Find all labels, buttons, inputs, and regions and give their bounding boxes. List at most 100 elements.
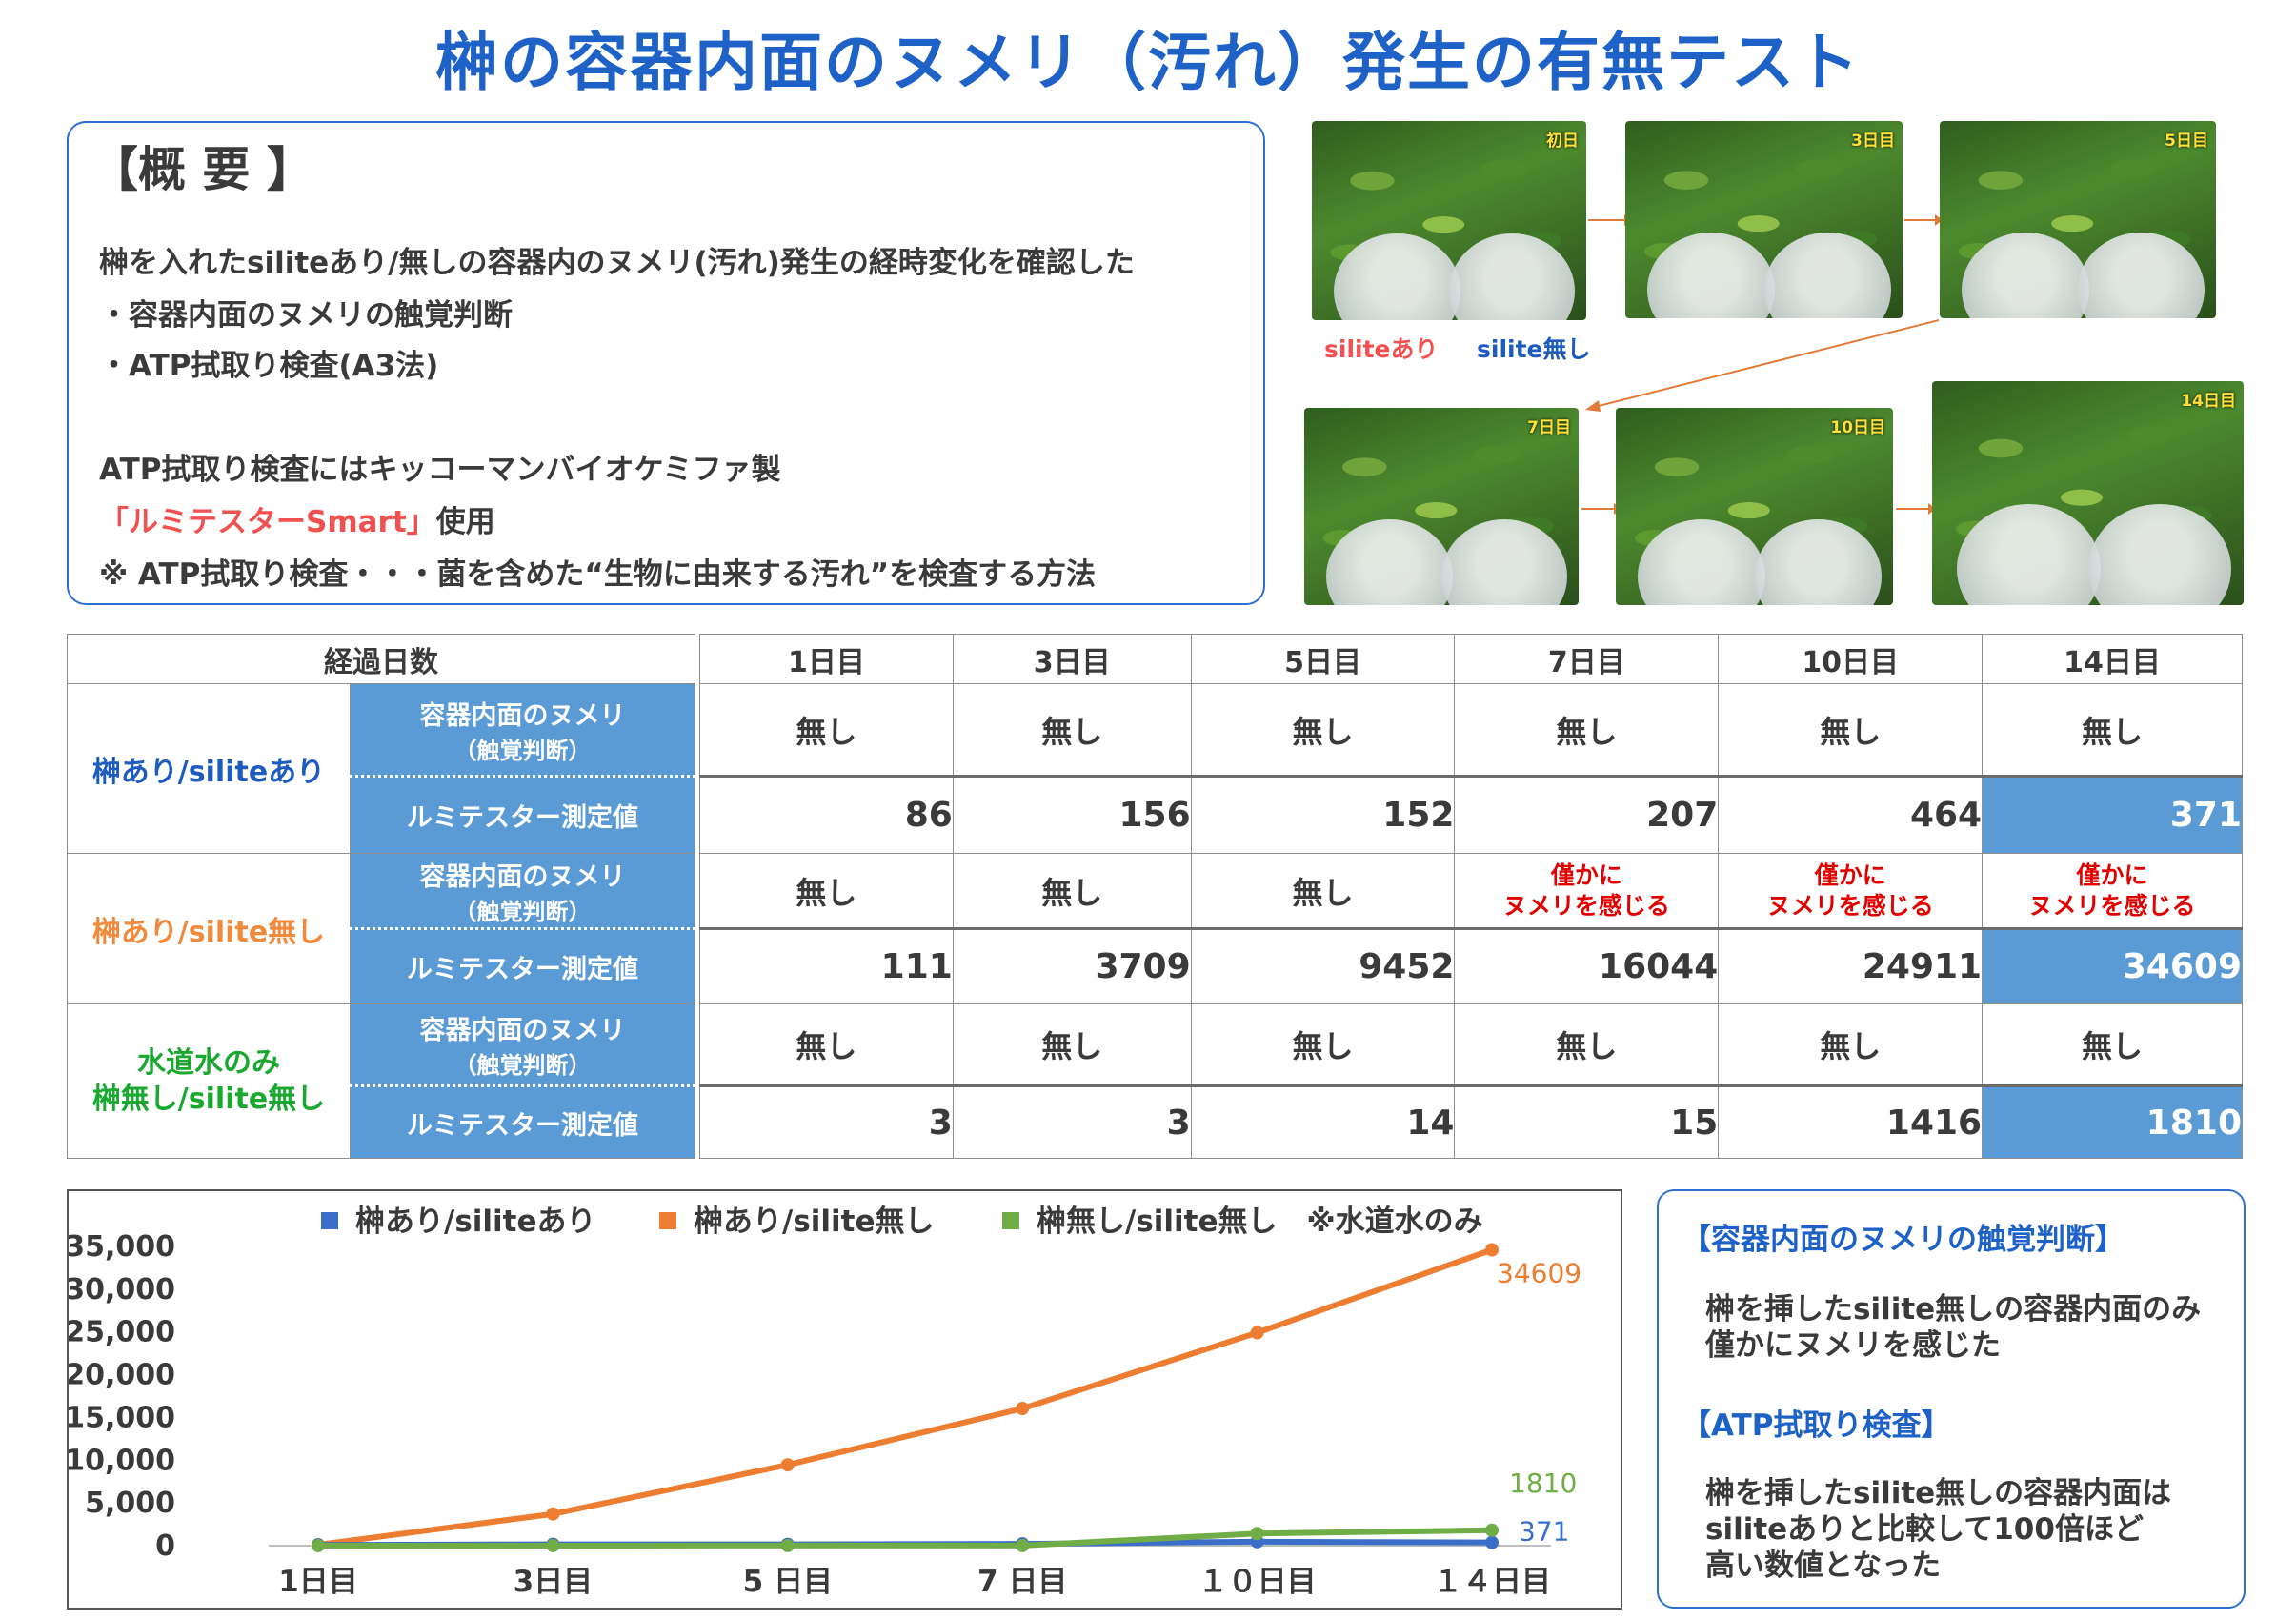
summary-bullet: ・ATP拭取り検査(A3法) xyxy=(99,349,439,383)
x-tick-label: １０日目 xyxy=(1198,1565,1317,1599)
legend-swatch xyxy=(1002,1212,1019,1229)
atp-value-cell: 3 xyxy=(699,1085,954,1159)
day-header: 7日目 xyxy=(1454,634,1720,684)
y-tick-label: 35,000 xyxy=(69,1230,175,1264)
tactile-cell: 無し xyxy=(1454,1003,1720,1086)
data-point xyxy=(1485,1523,1499,1537)
summary-line: 榊を入れたsiliteあり/無しの容器内のヌメリ(汚れ)発生の経時変化を確認した xyxy=(99,246,1135,280)
legend-silite-with: siliteあり xyxy=(1324,335,1439,363)
series-line xyxy=(318,1527,1493,1549)
tactile-cell: 無し xyxy=(1454,683,1720,777)
tactile-cell: 無し xyxy=(1982,683,2243,777)
chart-frame xyxy=(67,1189,1622,1610)
photo-day5: 5日目 xyxy=(1940,121,2216,318)
photo-label: 3日目 xyxy=(1851,132,1895,151)
legend-label: 榊あり/siliteあり xyxy=(355,1205,596,1239)
row-label-tactile: 容器内面のヌメリ （触覚判断） xyxy=(350,1003,695,1087)
legend-label: 榊あり/silite無し xyxy=(694,1205,935,1239)
data-point xyxy=(780,1538,795,1552)
row-label-atp: ルミテスター測定値 xyxy=(350,776,695,854)
row-label-tactile: 容器内面のヌメリ （触覚判断） xyxy=(350,683,695,778)
tactile-cell: 無し xyxy=(1718,683,1984,777)
photo-label: 10日目 xyxy=(1830,418,1885,437)
tactile-cell: 僅かに ヌメリを感じる xyxy=(1454,853,1720,929)
conclusion-text: 榊を挿したsilite無しの容器内面のみ 僅かにヌメリを感じた xyxy=(1705,1292,2202,1363)
day-header: 5日目 xyxy=(1190,634,1456,684)
atp-value-cell: 464 xyxy=(1718,776,1984,854)
data-point xyxy=(780,1458,795,1472)
photo-day3: 3日目 xyxy=(1625,121,1903,318)
row-header-table: 経過日数 榊あり/siliteあり 容器内面のヌメリ （触覚判断） ルミテスター測… xyxy=(67,634,695,1159)
y-tick-label: 30,000 xyxy=(69,1273,175,1306)
group-label-water-only: 水道水のみ 榊無し/silite無し xyxy=(67,1003,351,1159)
group-label-silite-without: 榊あり/silite無し xyxy=(67,853,351,1004)
atp-line-chart: 35,000 30,000 25,000 20,000 15,000 10,000 5,00… xyxy=(69,1205,1581,1599)
summary-line: ATP拭取り検査にはキッコーマンバイオケミファ製 xyxy=(99,453,781,487)
tactile-cell: 無し xyxy=(1982,1003,2243,1086)
day-header: 10日目 xyxy=(1718,634,1984,684)
row-label-atp: ルミテスター測定値 xyxy=(350,928,695,1004)
tactile-cell: 無し xyxy=(1190,1003,1456,1086)
results-table: 1日目 3日目 5日目 7日目 10日目 14日目 無し 無し 無し 無し 無し 無し 86 156 1… xyxy=(699,634,2243,1159)
photo-label: 14日目 xyxy=(2181,392,2236,411)
legend-label: 榊無し/silite無し ※水道水のみ xyxy=(1037,1205,1483,1239)
tactile-cell: 無し xyxy=(699,853,954,929)
atp-value-cell: 16044 xyxy=(1454,928,1720,1004)
atp-value-cell: 3709 xyxy=(952,928,1192,1004)
data-point xyxy=(1250,1527,1264,1541)
atp-value-cell: 111 xyxy=(699,928,954,1004)
data-point xyxy=(1485,1535,1499,1549)
y-tick-label: 5,000 xyxy=(85,1487,175,1520)
tactile-cell: 無し xyxy=(952,853,1192,929)
x-tick-label: １４日目 xyxy=(1433,1565,1551,1599)
photo-day14: 14日目 xyxy=(1932,381,2244,605)
arrow-right-icon xyxy=(1896,503,1936,515)
atp-value-cell: 86 xyxy=(699,776,954,854)
conclusion-text: 榊を挿したsilite無しの容器内面は siliteありと比較して100倍ほど … xyxy=(1705,1476,2172,1583)
end-value-label: 34609 xyxy=(1497,1258,1581,1289)
photo-day7: 7日目 xyxy=(1304,408,1579,605)
series-line xyxy=(317,1246,1493,1548)
day-header: 14日目 xyxy=(1982,634,2243,684)
atp-value-cell: 15 xyxy=(1454,1085,1720,1159)
tactile-cell: 僅かに ヌメリを感じる xyxy=(1982,853,2243,929)
corner-header: 経過日数 xyxy=(67,634,695,684)
photo-label: 5日目 xyxy=(2165,132,2208,151)
atp-value-cell: 152 xyxy=(1190,776,1456,854)
summary-line: 「ルミテスターSmart」使用 xyxy=(99,497,495,540)
conclusion-heading-atp: 【ATP拭取り検査】 xyxy=(1682,1408,1951,1443)
tactile-cell: 無し xyxy=(952,1003,1192,1086)
legend-swatch xyxy=(321,1212,338,1229)
day-header: 3日目 xyxy=(952,634,1192,684)
atp-value-cell: 3 xyxy=(952,1085,1192,1159)
tactile-cell: 無し xyxy=(1718,1003,1984,1086)
end-value-label: 1810 xyxy=(1509,1468,1577,1499)
data-point xyxy=(1016,1538,1030,1552)
legend-silite-without: silite無し xyxy=(1477,335,1591,363)
summary-note: ※ ATP拭取り検査・・・菌を含めた“生物に由来する汚れ”を検査する方法 xyxy=(99,557,1097,592)
tactile-cell: 無し xyxy=(952,683,1192,777)
atp-value-cell: 371 xyxy=(1982,776,2243,854)
x-tick-label: 3日目 xyxy=(514,1565,594,1599)
group-label-silite-with: 榊あり/siliteあり xyxy=(67,683,351,854)
conclusion-heading-tactile: 【容器内面のヌメリの触覚判断】 xyxy=(1682,1223,2125,1257)
data-point xyxy=(312,1538,325,1552)
y-tick-label: 10,000 xyxy=(69,1444,175,1477)
photo-day10: 10日目 xyxy=(1616,408,1893,605)
photo-label: 7日目 xyxy=(1527,418,1571,437)
atp-value-cell: 1416 xyxy=(1718,1085,1984,1159)
atp-value-cell: 34609 xyxy=(1982,928,2243,1004)
day-header: 1日目 xyxy=(699,634,954,684)
summary-text: 使用 xyxy=(435,505,495,539)
data-point xyxy=(1016,1402,1030,1416)
atp-value-cell: 156 xyxy=(952,776,1192,854)
diagonal-arrow-icon xyxy=(1585,319,1940,412)
photo-day1: 初日 xyxy=(1312,121,1586,320)
atp-value-cell: 9452 xyxy=(1190,928,1456,1004)
y-tick-label: 15,000 xyxy=(69,1401,175,1434)
tactile-cell: 無し xyxy=(699,1003,954,1086)
row-label-atp: ルミテスター測定値 xyxy=(350,1085,695,1159)
page-title: 榊の容器内面のヌメリ（汚れ）発生の有無テスト xyxy=(435,26,1861,99)
x-tick-label: 1日目 xyxy=(278,1565,358,1599)
data-point xyxy=(1485,1243,1499,1257)
